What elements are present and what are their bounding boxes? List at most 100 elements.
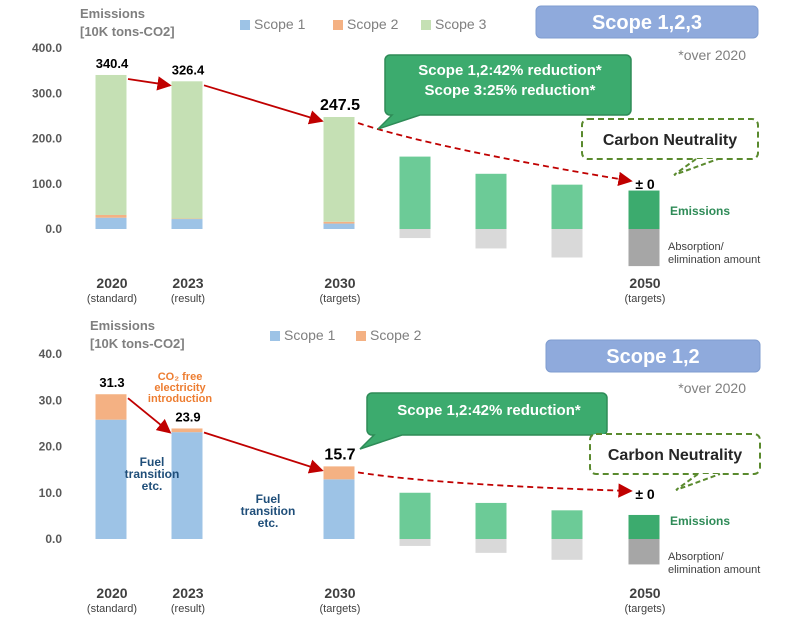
bar-pathway-absorption (628, 539, 660, 565)
bar-total-label: 31.3 (99, 375, 124, 390)
x-year-label: 2050 (629, 585, 660, 601)
y-tick-label: 0.0 (45, 222, 62, 236)
bar-pathway-absorption (551, 229, 583, 258)
x-sub-label: (standard) (87, 293, 137, 305)
legend-swatch (270, 331, 280, 341)
carbon-neutrality-bubble (589, 433, 761, 475)
bar-pathway-emissions (551, 510, 583, 539)
y-axis-title: Emissions (90, 318, 155, 333)
bar-pathway-emissions (628, 190, 660, 229)
bar-scope2-2030 (323, 221, 355, 224)
bar-scope2-2030 (323, 466, 355, 480)
legend-swatch (240, 20, 250, 30)
x-sub-label: (result) (171, 603, 205, 615)
emissions-label: Emissions (670, 514, 730, 528)
footnote-over-2020: *over 2020 (678, 380, 746, 396)
y-axis-unit: [10K tons-CO2] (80, 24, 175, 39)
legend-swatch (333, 20, 343, 30)
bar-pathway-emissions (475, 173, 507, 229)
x-sub-label: (targets) (625, 603, 666, 615)
legend-swatch (356, 331, 366, 341)
bar-pathway-emissions (628, 514, 660, 539)
y-tick-label: 100.0 (32, 177, 62, 191)
trend-arrow (203, 431, 324, 474)
bar-pathway-emissions (551, 184, 583, 229)
y-tick-label: 40.0 (39, 347, 63, 361)
y-tick-label: 400.0 (32, 41, 62, 55)
bar-pathway-absorption (399, 539, 431, 546)
callout-bubble (377, 54, 632, 130)
bar-scope3-2030 (323, 117, 355, 222)
bar-pathway-absorption (399, 229, 431, 239)
scope-badge-label: Scope 1,2,3 (592, 12, 702, 34)
y-tick-label: 0.0 (45, 532, 62, 546)
trend-arrow (127, 397, 172, 434)
x-year-label: 2023 (172, 585, 203, 601)
fuel-transition-annotation: transition (241, 504, 296, 518)
bar-pathway-absorption (551, 539, 583, 560)
bar-scope2-2020 (95, 214, 127, 218)
trend-arrow (203, 84, 324, 125)
carbon-neutrality-pointer (675, 473, 721, 491)
x-sub-label: (targets) (625, 293, 666, 305)
x-year-label: 2030 (324, 585, 355, 601)
legend-label: Scope 1 (254, 16, 306, 32)
bar-scope3-2023 (171, 81, 203, 219)
carbon-neutrality-label: Carbon Neutrality (608, 447, 742, 464)
y-tick-label: 200.0 (32, 132, 62, 146)
callout-text: Scope 1,2:42% reduction* (418, 62, 602, 79)
bar-total-label: 247.5 (320, 97, 360, 114)
trend-arrow (127, 76, 172, 91)
callout-text: Scope 3:25% reduction* (425, 82, 596, 99)
bar-scope1-2023 (171, 432, 203, 539)
legend-label: Scope 3 (435, 16, 487, 32)
x-sub-label: (targets) (320, 293, 361, 305)
neutral-value-label: ± 0 (635, 486, 655, 502)
absorption-label: elimination amount (668, 564, 760, 576)
y-axis-title: Emissions (80, 6, 145, 21)
carbon-neutrality-label: Carbon Neutrality (603, 132, 737, 149)
absorption-label: elimination amount (668, 254, 760, 266)
x-year-label: 2050 (629, 275, 660, 291)
bar-scope2-2020 (95, 394, 127, 420)
bar-total-label: 23.9 (175, 409, 200, 424)
bar-total-label: 15.7 (324, 446, 355, 463)
x-year-label: 2023 (172, 275, 203, 291)
co2-free-annotation: introduction (148, 393, 212, 405)
legend-label: Scope 2 (370, 327, 422, 343)
bar-scope1-2030 (323, 479, 355, 539)
bar-total-label: 340.4 (96, 56, 129, 71)
bar-pathway-emissions (399, 492, 431, 539)
fuel-transition-annotation: etc. (258, 516, 279, 530)
fuel-transition-annotation: etc. (142, 479, 163, 493)
bar-scope1-2020 (95, 419, 127, 539)
legend-swatch (421, 20, 431, 30)
bar-pathway-emissions (399, 156, 431, 229)
x-sub-label: (standard) (87, 603, 137, 615)
co2-free-annotation: CO₂ free (158, 371, 203, 383)
legend-label: Scope 2 (347, 16, 399, 32)
x-year-label: 2020 (96, 585, 127, 601)
bar-total-label: 326.4 (172, 62, 205, 77)
bar-pathway-absorption (628, 229, 660, 267)
absorption-label: Absorption/ (668, 551, 725, 563)
trend-arrow-dashed (357, 471, 633, 498)
fuel-transition-annotation: Fuel (256, 492, 281, 506)
scope-badge (535, 5, 759, 39)
footnote-over-2020: *over 2020 (678, 47, 746, 63)
bar-pathway-absorption (475, 229, 507, 249)
scope-badge (545, 339, 761, 373)
scope12-panel: Scope 1,2 Emissions [10K tons-CO2] 40.0 30.0… (39, 318, 761, 615)
x-sub-label: (targets) (320, 603, 361, 615)
y-tick-label: 300.0 (32, 86, 62, 100)
fuel-transition-annotation: Fuel (140, 455, 165, 469)
callout-text: Scope 1,2:42% reduction* (397, 402, 581, 419)
x-sub-label: (result) (171, 293, 205, 305)
y-tick-label: 20.0 (39, 440, 63, 454)
bar-scope1-2023 (171, 219, 203, 229)
y-tick-label: 30.0 (39, 393, 63, 407)
x-year-label: 2020 (96, 275, 127, 291)
bar-scope3-2020 (95, 74, 127, 215)
y-axis-unit: [10K tons-CO2] (90, 336, 185, 351)
